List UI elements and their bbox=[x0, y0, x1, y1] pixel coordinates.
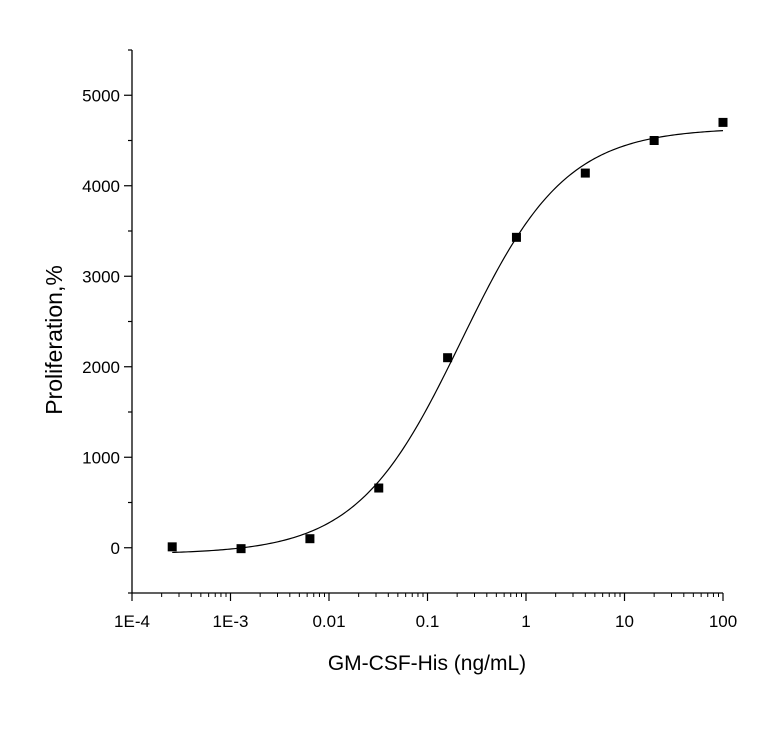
x-tick-label: 1E-3 bbox=[213, 612, 249, 631]
x-axis-ticks: 1E-4 1E-3 0.01 0.1 1 10 100 bbox=[114, 593, 737, 631]
y-tick-label: 5000 bbox=[82, 86, 120, 105]
data-points bbox=[167, 117, 728, 554]
y-axis-label: Proliferation,% bbox=[41, 265, 67, 415]
y-tick-label: 1000 bbox=[82, 448, 120, 467]
data-point bbox=[305, 534, 315, 544]
data-point bbox=[718, 117, 728, 127]
y-axis-ticks: 0 1000 2000 3000 4000 5000 bbox=[82, 49, 132, 594]
y-tick-label: 3000 bbox=[82, 267, 120, 286]
data-point bbox=[167, 542, 177, 552]
data-point bbox=[236, 544, 246, 554]
data-point bbox=[374, 483, 384, 493]
x-tick-label: 0.1 bbox=[416, 612, 440, 631]
x-tick-label: 1 bbox=[521, 612, 530, 631]
axes bbox=[131, 50, 723, 594]
x-tick-label: 0.01 bbox=[312, 612, 345, 631]
data-point bbox=[511, 232, 521, 242]
x-tick-label: 100 bbox=[709, 612, 737, 631]
fitted-curve bbox=[172, 130, 724, 554]
data-point bbox=[649, 136, 659, 145]
x-axis-label: GM-CSF-His (ng/mL) bbox=[328, 652, 526, 675]
y-tick-label: 0 bbox=[111, 539, 120, 558]
y-tick-label: 2000 bbox=[82, 358, 120, 377]
data-point bbox=[580, 168, 590, 178]
x-tick-label: 10 bbox=[615, 612, 634, 631]
data-point bbox=[443, 353, 453, 363]
x-tick-label: 1E-4 bbox=[114, 612, 150, 631]
y-tick-label: 4000 bbox=[82, 177, 120, 196]
